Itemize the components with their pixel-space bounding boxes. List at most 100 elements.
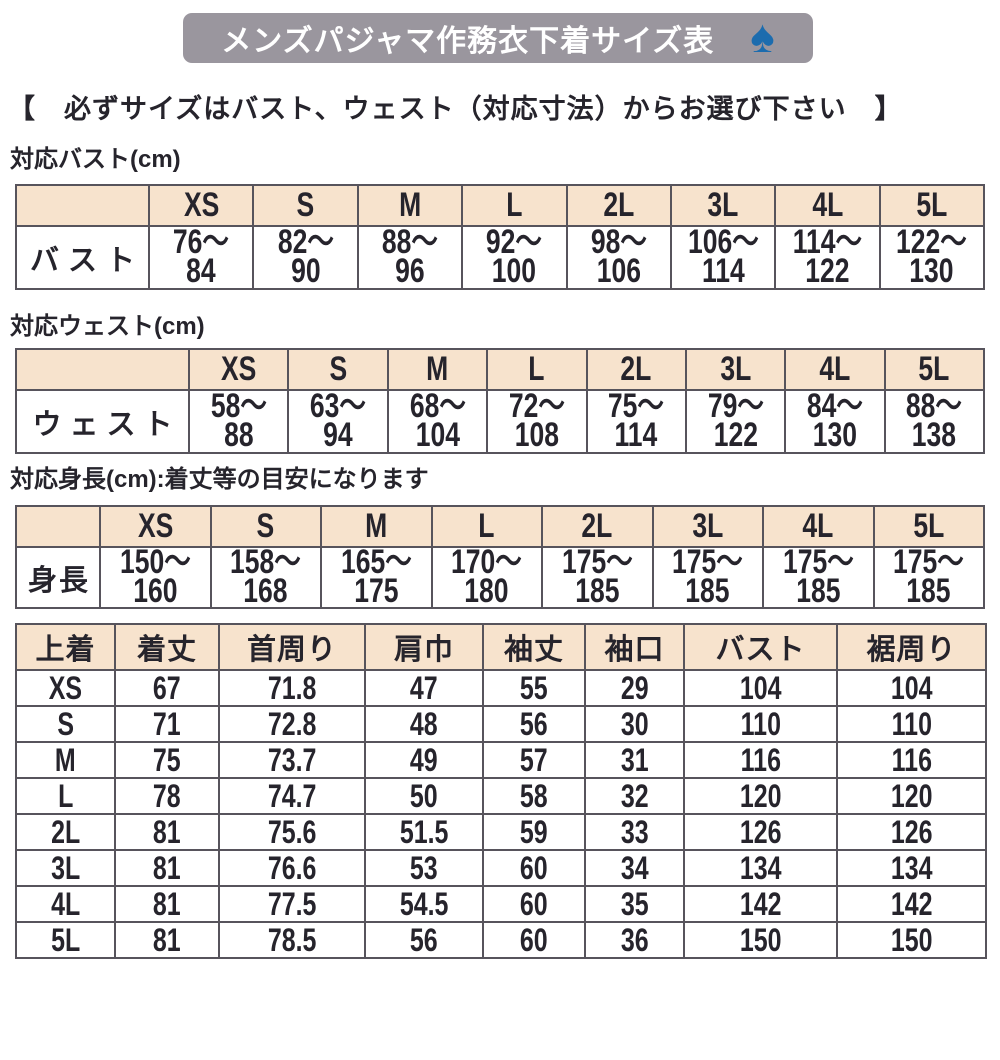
- jacket-header-cell: バスト: [683, 623, 838, 671]
- jacket-value-cell: 81: [114, 921, 220, 959]
- range-value: 175〜 185: [561, 547, 633, 606]
- jacket-size-cell: M: [15, 741, 116, 779]
- size-header-cell: 4L: [784, 348, 886, 391]
- jacket-value: 142: [739, 886, 782, 922]
- range-row: 身長 150〜 160 158〜 168 165〜 175 170〜 180 175〜 185 175…: [15, 546, 985, 609]
- size-header-cell: L: [461, 184, 568, 227]
- jacket-header-cell: 首周り: [218, 623, 366, 671]
- jacket-value-cell: 47: [364, 669, 484, 707]
- size-header-cell: 4L: [762, 505, 875, 548]
- jacket-value: 81: [153, 922, 181, 958]
- range-line: 170〜: [451, 547, 523, 581]
- size-label: 5L: [916, 186, 948, 224]
- range-line: 175〜: [561, 547, 633, 581]
- jacket-value-cell: 126: [683, 813, 838, 851]
- row-label-cell: 身長: [15, 546, 101, 609]
- jacket-value-cell: 60: [482, 885, 586, 923]
- jacket-value: 60: [520, 850, 548, 886]
- jacket-size-label: XS: [48, 670, 83, 706]
- jacket-value-cell: 77.5: [218, 885, 366, 923]
- size-label: 4L: [811, 186, 843, 224]
- jacket-value: 142: [890, 886, 933, 922]
- range-cell: 88〜 138: [883, 389, 986, 454]
- jacket-value-cell: 33: [584, 813, 685, 851]
- bust-section-label: 対応バスト(cm): [10, 146, 181, 173]
- jacket-value-cell: 74.7: [218, 777, 366, 815]
- size-header-cell: 5L: [878, 184, 986, 227]
- range-line: 100: [492, 252, 537, 289]
- range-value: 68〜 104: [409, 392, 465, 453]
- jacket-value-cell: 55: [482, 669, 586, 707]
- row-label-cell: ウェスト: [15, 389, 190, 454]
- size-label: 4L: [802, 507, 834, 545]
- jacket-value: 59: [520, 814, 548, 850]
- jacket-value: 81: [153, 886, 181, 922]
- jacket-size-label: 4L: [50, 886, 81, 922]
- range-value: 114〜 122: [793, 228, 862, 289]
- jacket-value-cell: 29: [584, 669, 685, 707]
- range-line: 175: [354, 572, 399, 608]
- range-line: 75〜: [608, 390, 665, 425]
- size-header-cell: XS: [99, 505, 212, 548]
- range-value: 175〜 185: [893, 549, 964, 608]
- jacket-value: 29: [620, 670, 649, 706]
- jacket-value-cell: 110: [836, 705, 987, 743]
- jacket-size-label: M: [55, 742, 76, 778]
- size-header-cell: 2L: [585, 348, 687, 391]
- jacket-value-cell: 59: [482, 813, 586, 851]
- range-line: 84: [186, 252, 216, 289]
- row-label: 身長: [27, 564, 90, 597]
- jacket-size-cell: L: [15, 777, 116, 815]
- jacket-value-cell: 48: [364, 705, 484, 743]
- jacket-value-cell: 71: [114, 705, 220, 743]
- size-header-cell: 3L: [669, 184, 777, 227]
- jacket-value-cell: 81: [114, 813, 220, 851]
- range-value: 63〜 94: [310, 392, 366, 451]
- size-label: L: [478, 507, 495, 545]
- size-label: 3L: [720, 350, 752, 388]
- waist-table: XS S M L 2L 3L 4L 5L ウェスト 58〜 88 63〜 94 68〜 104 72〜 108 7…: [15, 348, 986, 454]
- range-line: 165〜: [340, 547, 412, 581]
- range-line: 130: [909, 252, 954, 289]
- jacket-value-cell: 56: [364, 921, 484, 959]
- size-label: M: [365, 507, 388, 545]
- jacket-value: 76.6: [267, 850, 317, 886]
- range-line: 114: [701, 252, 745, 289]
- title-banner: メンズパジャマ作務衣下着サイズ表 ♠: [183, 13, 813, 63]
- range-line: 185: [906, 572, 951, 608]
- jacket-value-cell: 49: [364, 741, 484, 779]
- size-header-row: XS S M L 2L 3L 4L 5L: [15, 505, 985, 548]
- jacket-header-cell: 着丈: [114, 623, 220, 671]
- height-table: XS S M L 2L 3L 4L 5L 身長 150〜 160 158〜 168 165〜 175 170〜…: [15, 505, 985, 609]
- jacket-value: 36: [620, 922, 649, 958]
- range-line: 122: [805, 252, 850, 289]
- range-line: 104: [415, 416, 460, 453]
- jacket-value-cell: 71.8: [218, 669, 366, 707]
- jacket-value-cell: 31: [584, 741, 685, 779]
- jacket-value-cell: 56: [482, 705, 586, 743]
- size-label: S: [256, 507, 275, 545]
- size-header-row: XS S M L 2L 3L 4L 5L: [15, 348, 986, 391]
- jacket-value: 71: [153, 706, 181, 742]
- jacket-value: 73.7: [267, 742, 317, 778]
- page-title: メンズパジャマ作務衣下着サイズ表: [221, 25, 715, 58]
- jacket-value: 104: [739, 670, 782, 706]
- jacket-value-cell: 142: [683, 885, 838, 923]
- jacket-value-cell: 150: [683, 921, 838, 959]
- size-label: L: [506, 186, 523, 224]
- range-value: 158〜 168: [230, 549, 301, 606]
- jacket-value: 110: [891, 706, 932, 742]
- jacket-value: 51.5: [399, 814, 449, 850]
- jacket-header-label: 裾周り: [866, 634, 957, 666]
- range-line: 130: [812, 416, 858, 453]
- jacket-size-label: 2L: [50, 814, 81, 850]
- jacket-value-cell: 73.7: [218, 741, 366, 779]
- range-line: 84〜: [806, 390, 863, 425]
- size-label: 2L: [620, 350, 652, 388]
- range-value: 84〜 130: [806, 390, 863, 453]
- jacket-value-cell: 34: [584, 849, 685, 887]
- range-value: 88〜 96: [382, 228, 438, 287]
- jacket-value: 120: [890, 778, 933, 814]
- range-cell: 76〜 84: [147, 225, 255, 290]
- jacket-value: 56: [410, 922, 438, 958]
